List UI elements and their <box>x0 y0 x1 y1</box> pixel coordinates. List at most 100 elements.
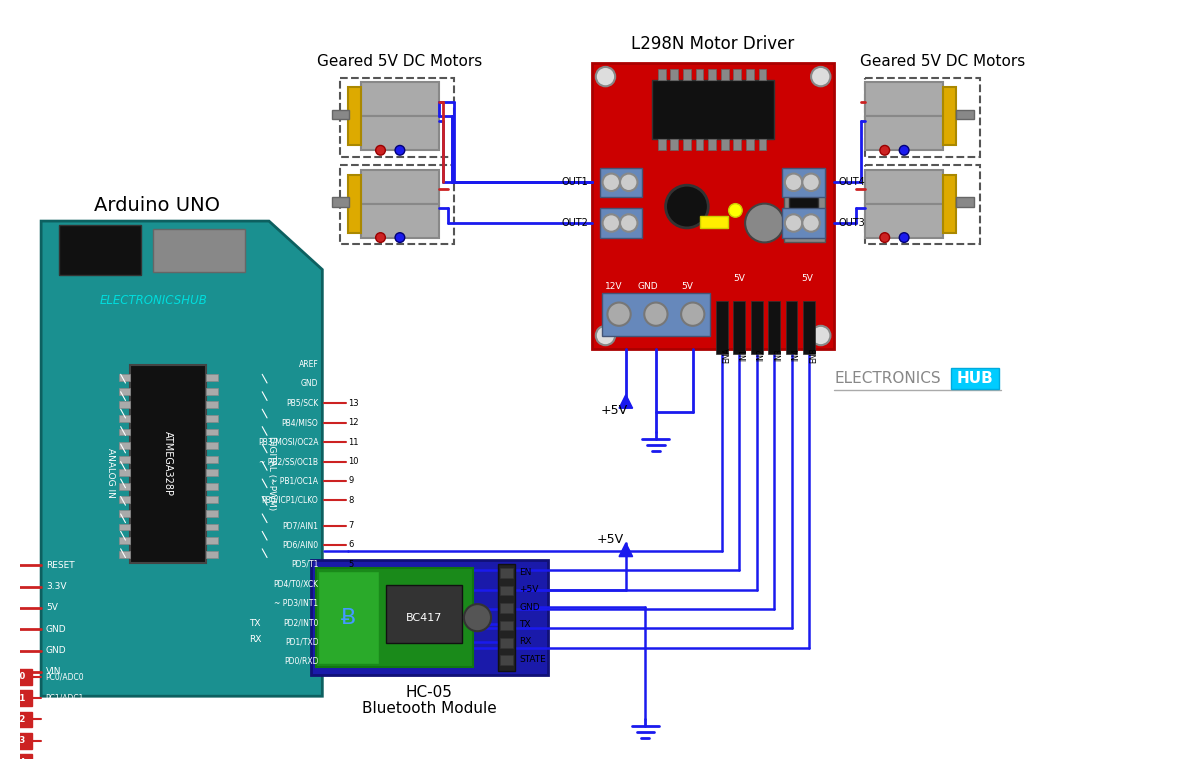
Text: STATE: STATE <box>520 655 546 664</box>
Bar <box>758 139 767 150</box>
Text: +5V: +5V <box>520 585 539 594</box>
Text: RESET: RESET <box>46 561 74 570</box>
Text: TX: TX <box>248 619 260 628</box>
Bar <box>332 110 349 119</box>
Text: 0: 0 <box>348 657 354 666</box>
Bar <box>119 469 131 476</box>
Bar <box>119 374 131 381</box>
Text: PB3/MOSI/OC2A: PB3/MOSI/OC2A <box>258 438 318 446</box>
Bar <box>7 776 32 783</box>
Bar <box>206 496 217 503</box>
Bar <box>658 139 666 150</box>
Text: A4: A4 <box>13 758 26 767</box>
Text: 3: 3 <box>348 599 354 608</box>
Circle shape <box>803 174 820 191</box>
Bar <box>7 668 14 676</box>
Bar <box>119 402 131 408</box>
Bar <box>784 168 824 243</box>
Circle shape <box>620 215 637 232</box>
Text: GND: GND <box>46 625 66 633</box>
Text: ~ PB2/SS/OC1B: ~ PB2/SS/OC1B <box>259 457 318 466</box>
Text: PD7/AIN1: PD7/AIN1 <box>282 521 318 530</box>
Text: PC4/ADC4/SDA: PC4/ADC4/SDA <box>46 758 102 767</box>
Bar <box>386 585 462 643</box>
Text: DIGITAL (~PWM): DIGITAL (~PWM) <box>268 436 276 511</box>
Text: GND: GND <box>46 646 66 655</box>
Circle shape <box>602 174 620 191</box>
Circle shape <box>899 146 908 155</box>
Bar <box>788 176 818 235</box>
Circle shape <box>602 215 620 232</box>
Text: OUT3: OUT3 <box>838 218 865 228</box>
Text: Geared 5V DC Motors: Geared 5V DC Motors <box>860 53 1026 69</box>
Text: ~ PB1/OC1A: ~ PB1/OC1A <box>271 476 318 485</box>
Bar <box>716 301 727 354</box>
Text: PD0/RXD: PD0/RXD <box>284 657 318 666</box>
Bar <box>498 565 515 671</box>
Bar <box>206 483 217 489</box>
Bar <box>7 626 14 633</box>
Bar <box>119 496 131 503</box>
Text: RX: RX <box>520 637 532 647</box>
Circle shape <box>728 204 742 217</box>
Text: L298N Motor Driver: L298N Motor Driver <box>631 34 794 52</box>
Circle shape <box>595 67 616 86</box>
Text: RX: RX <box>248 636 262 644</box>
Text: ATMEGA328P: ATMEGA328P <box>163 431 173 496</box>
Text: 6: 6 <box>348 540 354 550</box>
Bar <box>721 139 728 150</box>
Bar <box>206 442 217 449</box>
Bar <box>361 117 439 150</box>
Bar <box>865 117 943 150</box>
Bar <box>786 301 798 354</box>
Text: Geared 5V DC Motors: Geared 5V DC Motors <box>317 53 482 69</box>
Bar <box>119 456 131 463</box>
Bar <box>361 82 439 117</box>
Bar <box>708 139 716 150</box>
Bar <box>733 139 742 150</box>
Circle shape <box>666 186 708 228</box>
Bar <box>59 225 142 276</box>
Circle shape <box>785 174 803 191</box>
Bar <box>943 87 956 146</box>
Text: 7: 7 <box>348 521 354 530</box>
Circle shape <box>880 233 889 243</box>
Bar <box>119 388 131 395</box>
Bar <box>206 428 217 435</box>
Text: Arduino UNO: Arduino UNO <box>95 196 221 215</box>
Text: PD5/T1: PD5/T1 <box>292 560 318 568</box>
Bar <box>206 524 217 530</box>
Bar <box>7 712 32 727</box>
Text: IN1: IN1 <box>739 348 749 361</box>
Bar <box>206 374 217 381</box>
Bar <box>592 63 834 349</box>
Bar <box>119 510 131 517</box>
Text: PD6/AIN0: PD6/AIN0 <box>282 540 318 550</box>
Text: PD1/TXD: PD1/TXD <box>284 637 318 647</box>
Circle shape <box>785 215 803 232</box>
Text: ELECTRONICSHUB: ELECTRONICSHUB <box>100 294 208 307</box>
Bar <box>499 621 514 630</box>
Bar <box>499 586 514 595</box>
Bar <box>601 293 710 335</box>
Bar <box>600 168 642 197</box>
Text: 1: 1 <box>348 637 354 647</box>
Bar <box>652 81 774 139</box>
Text: 5V: 5V <box>733 274 745 283</box>
Circle shape <box>803 215 820 232</box>
Text: 5V: 5V <box>682 282 692 291</box>
Bar <box>152 229 245 272</box>
Text: PB4/MISO: PB4/MISO <box>282 418 318 428</box>
Bar <box>7 647 14 655</box>
Bar <box>7 754 32 770</box>
Bar <box>671 139 678 150</box>
Bar <box>119 415 131 422</box>
Bar <box>206 550 217 557</box>
Bar <box>758 69 767 81</box>
Text: PC1/ADC1: PC1/ADC1 <box>46 694 83 702</box>
Bar <box>206 510 217 517</box>
Bar <box>7 669 32 684</box>
Text: PB0/ICP1/CLKO: PB0/ICP1/CLKO <box>262 496 318 505</box>
Bar <box>865 78 979 157</box>
Bar <box>7 583 14 590</box>
